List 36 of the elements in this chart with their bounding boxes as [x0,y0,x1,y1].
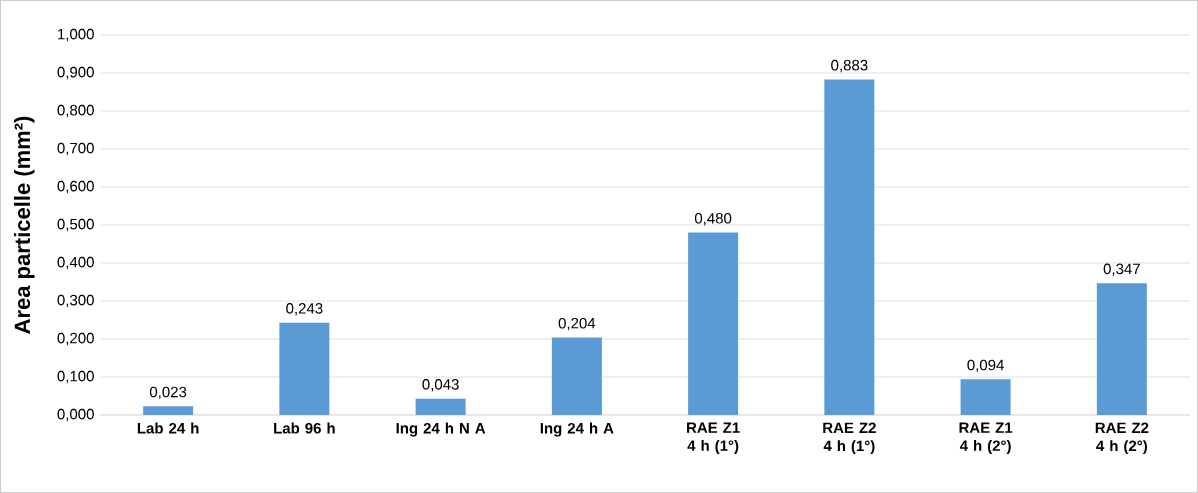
bar [143,406,194,415]
x-tick-label: RAE Z1 4 h (2°) [959,422,1013,454]
bar [551,337,602,415]
bar [279,322,330,415]
data-label: 0,204 [558,317,596,331]
data-label: 0,094 [967,359,1004,373]
x-tick-label: RAE Z2 4 h (2°) [1095,422,1149,455]
x-tick-label: Ing 24 h N A [396,422,486,437]
y-tick-label: 0,400 [57,256,94,270]
y-tick-label: 0,100 [57,370,94,384]
data-label: 0,883 [831,59,868,73]
bar [415,398,466,415]
x-tick-label: Lab 96 h [274,422,335,434]
y-tick-label: 0,600 [57,180,94,194]
y-tick-label: 0,500 [57,218,94,232]
data-label: 0,243 [286,303,323,316]
y-tick-label: 0,000 [57,408,94,422]
data-label: 0,023 [149,386,187,400]
y-axis-title: Area particelle (mm²) [13,116,35,334]
y-tick-label: 0,700 [57,142,94,156]
y-tick-label: 0,800 [57,104,94,118]
bar [960,379,1011,415]
y-tick-label: 0,300 [57,294,94,308]
x-tick-label: Lab 24 h [137,422,199,434]
x-tick-label: RAE Z2 4 h (1°) [823,422,876,455]
y-tick-label: 0,900 [57,66,94,80]
x-tick-label: RAE Z1 4 h (1°) [687,422,740,454]
data-label: 0,043 [422,379,459,392]
bar [688,232,739,415]
x-tick-label: Ing 24 h A [540,422,614,437]
y-tick-label: 1,000 [58,28,94,42]
data-label: 0,347 [1103,263,1140,276]
y-tick-label: 0,200 [57,332,94,346]
data-label: 0,480 [694,213,732,226]
bar [1096,283,1147,415]
bar [824,79,875,415]
